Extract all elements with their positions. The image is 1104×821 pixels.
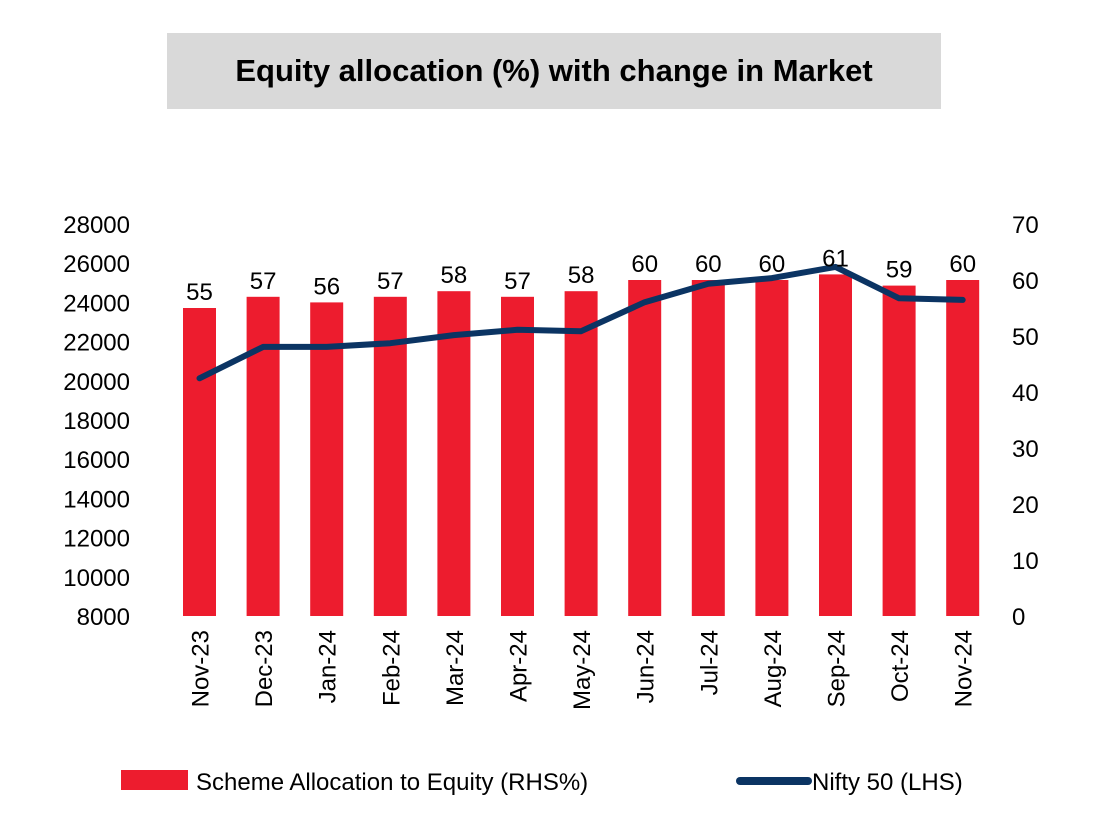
data-label-jul-24: 60 [695, 251, 722, 278]
bar-nov-23 [183, 308, 216, 616]
data-label-may-24: 58 [568, 262, 595, 289]
y-left-tick-18000: 18000 [63, 408, 130, 435]
y-axis-left: 8000 10000 12000 14000 16000 18000 20000 22000 2… [63, 212, 130, 631]
x-tick-may-24: May-24 [569, 630, 596, 710]
legend: Scheme Allocation to Equity (RHS%) Nifty… [121, 769, 963, 796]
bar-jul-24 [691, 280, 725, 616]
y-axis-right: 0 10 20 30 40 50 60 70 [1012, 212, 1039, 631]
x-tick-sep-24: Sep-24 [824, 630, 851, 707]
bar-feb-24 [373, 296, 407, 616]
x-tick-jul-24: Jul-24 [696, 630, 723, 695]
x-tick-nov-24: Nov-24 [951, 630, 978, 707]
legend-bar-label: Scheme Allocation to Equity (RHS%) [196, 769, 588, 796]
data-label-nov-23: 55 [186, 279, 213, 306]
y-left-tick-22000: 22000 [63, 330, 130, 357]
y-right-tick-10: 10 [1012, 548, 1039, 575]
chart-title-box: Equity allocation (%) with change in Mar… [167, 33, 941, 109]
bar-nov-24 [946, 280, 980, 616]
bar-oct-24 [882, 285, 916, 616]
bar-aug-24 [755, 280, 789, 616]
x-tick-dec-23: Dec-23 [251, 630, 278, 707]
legend-line-label: Nifty 50 (LHS) [812, 769, 963, 796]
y-left-tick-8000: 8000 [77, 604, 130, 631]
y-left-tick-14000: 14000 [63, 486, 130, 513]
y-left-tick-16000: 16000 [63, 447, 130, 474]
data-label-sep-24: 61 [822, 245, 849, 272]
data-label-mar-24: 58 [441, 262, 468, 289]
legend-bar-swatch [121, 770, 188, 790]
y-left-tick-10000: 10000 [63, 565, 130, 592]
y-left-tick-20000: 20000 [63, 369, 130, 396]
data-label-feb-24: 57 [377, 268, 404, 295]
chart-title: Equity allocation (%) with change in Mar… [235, 53, 873, 88]
data-label-apr-24: 57 [504, 268, 531, 295]
y-right-tick-50: 50 [1012, 324, 1039, 351]
data-label-dec-23: 57 [250, 268, 277, 295]
y-left-tick-24000: 24000 [63, 290, 130, 317]
bar-jan-24 [310, 302, 344, 616]
bar-apr-24 [501, 296, 534, 616]
y-right-tick-20: 20 [1012, 492, 1039, 519]
x-tick-nov-23: Nov-23 [188, 630, 215, 707]
bar-jun-24 [628, 280, 662, 616]
data-labels: 55 57 56 57 58 57 58 60 60 60 61 59 60 [186, 245, 976, 306]
y-right-tick-40: 40 [1012, 380, 1039, 407]
line-series [196, 263, 966, 382]
bar-sep-24 [819, 274, 852, 616]
y-left-tick-12000: 12000 [63, 526, 130, 553]
x-tick-aug-24: Aug-24 [760, 630, 787, 707]
y-right-tick-0: 0 [1012, 604, 1025, 631]
bar-mar-24 [437, 291, 471, 616]
x-axis-categories: Nov-23 Dec-23 Jan-24 Feb-24 Mar-24 Apr-24 May-… [188, 630, 978, 710]
y-right-tick-70: 70 [1012, 212, 1039, 239]
y-right-tick-60: 60 [1012, 268, 1039, 295]
y-left-tick-26000: 26000 [63, 251, 130, 278]
data-label-aug-24: 60 [759, 251, 786, 278]
y-right-tick-30: 30 [1012, 436, 1039, 463]
x-tick-jan-24: Jan-24 [315, 630, 342, 703]
x-tick-feb-24: Feb-24 [378, 630, 405, 706]
x-tick-mar-24: Mar-24 [442, 630, 469, 706]
x-tick-jun-24: Jun-24 [633, 630, 660, 703]
y-left-tick-28000: 28000 [63, 212, 130, 239]
x-tick-oct-24: Oct-24 [887, 630, 914, 702]
data-label-oct-24: 59 [886, 257, 913, 284]
data-label-jun-24: 60 [631, 251, 658, 278]
data-label-jan-24: 56 [313, 273, 340, 300]
bar-series [183, 274, 980, 616]
x-tick-apr-24: Apr-24 [506, 630, 533, 702]
data-label-nov-24: 60 [949, 251, 976, 278]
bar-may-24 [564, 291, 598, 616]
